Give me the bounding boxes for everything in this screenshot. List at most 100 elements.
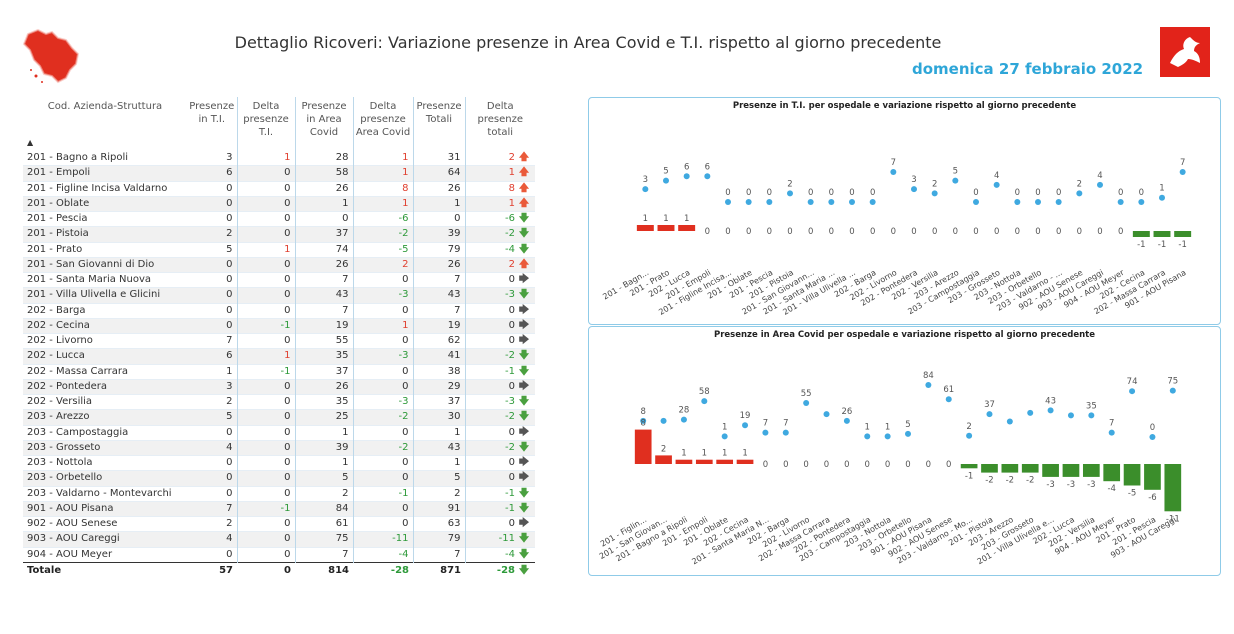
- table-row[interactable]: 201 - San Giovanni di Dio 0 0 26 2 26 2 🡅: [23, 257, 535, 273]
- table-row[interactable]: 203 - Grosseto 4 0 39 -2 43 -2 🡇: [23, 440, 535, 456]
- table-row[interactable]: 203 - Arezzo 5 0 25 -2 30 -2 🡇: [23, 409, 535, 425]
- table-row[interactable]: 202 - Livorno 7 0 55 0 62 0 🡆: [23, 333, 535, 349]
- report-date: domenica 27 febbraio 2022: [912, 60, 1144, 78]
- delta-value-label: -1: [1158, 240, 1166, 250]
- cell-delta-ti: 0: [236, 211, 295, 227]
- cell-delta-ti: -1: [236, 318, 295, 334]
- table-row[interactable]: 201 - Santa Maria Nuova 0 0 7 0 7 0 🡆: [23, 272, 535, 288]
- table-row[interactable]: 903 - AOU Careggi 4 0 75 -11 79 -11 🡇: [23, 531, 535, 547]
- total-delta-covid: -28: [353, 561, 413, 579]
- delta-value-label: -3: [1046, 480, 1054, 490]
- table-row[interactable]: 202 - Cecina 0 -1 19 1 19 0 🡆: [23, 318, 535, 334]
- table-row[interactable]: 202 - Barga 0 0 7 0 7 0 🡆: [23, 303, 535, 319]
- presenze-value-label: 7: [783, 419, 788, 429]
- col-header-delta-covid[interactable]: Delta presenze Area Covid: [352, 97, 413, 151]
- table-row[interactable]: 203 - Nottola 0 0 1 0 1 0 🡆: [23, 455, 535, 471]
- delta-value-label: -5: [1128, 489, 1136, 499]
- arrow-down-icon: 🡇: [518, 564, 530, 576]
- cell-struttura: 203 - Grosseto: [23, 440, 187, 456]
- cell-delta-totali: -2 🡇: [464, 226, 535, 242]
- col-header-presenze-totali[interactable]: Presenze Totali: [412, 97, 465, 151]
- arrow-down-icon: 🡇: [518, 533, 530, 545]
- delta-value-label: 0: [705, 227, 710, 237]
- table-row[interactable]: 203 - Orbetello 0 0 5 0 5 0 🡆: [23, 470, 535, 486]
- delta-bar-negative: [1103, 464, 1121, 482]
- presenze-point: [1117, 199, 1124, 205]
- col-header-presenze-ti[interactable]: Presenze in T.I.: [189, 101, 235, 125]
- cell-presenze-totali: 38: [412, 364, 465, 380]
- cell-delta-covid: -3: [352, 348, 413, 364]
- cell-presenze-covid: 58: [294, 165, 353, 181]
- table-row[interactable]: 201 - Empoli 6 0 58 1 64 1 🡅: [23, 165, 535, 181]
- table-row[interactable]: 904 - AOU Meyer 0 0 7 -4 7 -4 🡇: [23, 547, 535, 563]
- delta-bar-positive: [655, 455, 672, 464]
- presenze-point: [1047, 407, 1054, 414]
- col-header-delta-ti[interactable]: Delta presenze T.I.: [236, 97, 295, 151]
- cell-presenze-covid: 35: [294, 348, 353, 364]
- presenze-value-label: 0: [808, 188, 813, 198]
- presenze-point: [925, 382, 932, 388]
- arrow-right-icon: 🡆: [518, 380, 530, 392]
- cell-presenze-ti: 3: [187, 379, 237, 395]
- arrow-down-icon: 🡇: [518, 487, 530, 499]
- cell-delta-covid: 1: [352, 318, 413, 334]
- table-row[interactable]: 201 - Villa Ulivella e Glicini 0 0 43 -3 43 -3…: [23, 287, 535, 303]
- table-row[interactable]: 201 - Bagno a Ripoli 3 1 28 1 31 2 🡅: [23, 151, 535, 166]
- delta-value-label: -3: [1087, 480, 1095, 490]
- delta-value-label: -4: [1107, 484, 1115, 494]
- col-header-presenze-covid[interactable]: Presenze in Area Covid: [294, 97, 353, 151]
- cell-presenze-covid: 1: [294, 455, 353, 471]
- table-row[interactable]: 202 - Lucca 6 1 35 -3 41 -2 🡇: [23, 348, 535, 364]
- delta-bar-negative: [1001, 464, 1019, 473]
- ti-chart-title: Presenze in T.I. per ospedale e variazio…: [732, 101, 1077, 111]
- cell-delta-totali: 0 🡆: [464, 318, 535, 334]
- cell-presenze-ti: 2: [226, 518, 233, 530]
- delta-value-label: 1: [722, 449, 727, 459]
- cell-struttura: 201 - Empoli: [23, 165, 187, 181]
- table-row[interactable]: 202 - Versilia 2 0 35 -3 37 -3 🡇: [23, 394, 535, 410]
- presenze-point: [680, 416, 687, 423]
- table-row[interactable]: 201 - Prato 5 1 74 -5 79 -4 🡇: [23, 242, 535, 258]
- table-row[interactable]: 201 - Pescia 0 0 0 -6 0 -6 🡇: [23, 211, 535, 227]
- table-row[interactable]: 201 - Figline Incisa Valdarno 0 0 26 8 26 8 🡅: [23, 181, 535, 197]
- cell-delta-covid: -3: [352, 287, 413, 303]
- delta-value-label: 0: [911, 227, 916, 237]
- cell-presenze-ti: 0: [187, 287, 237, 303]
- presenze-point: [986, 411, 993, 418]
- table-row[interactable]: 202 - Massa Carrara 1 -1 37 0 38 -1 🡇: [23, 364, 535, 380]
- table-row[interactable]: 202 - Pontedera 3 0 26 0 29 0 🡆: [23, 379, 535, 395]
- col-header-struttura[interactable]: Cod. Azienda-Struttura ▲: [27, 101, 163, 147]
- arrow-up-icon: 🡅: [518, 258, 530, 270]
- presenze-value-label: 2: [787, 179, 792, 189]
- cell-delta-ti: -1: [236, 364, 295, 380]
- cell-presenze-totali: 1: [412, 196, 465, 212]
- table-row[interactable]: 203 - Campostaggia 0 0 1 0 1 0 🡆: [23, 425, 535, 441]
- presenze-value-label: 5: [663, 167, 668, 177]
- presenze-point: [721, 433, 728, 440]
- cell-struttura: 201 - Villa Ulivella e Glicini: [23, 287, 187, 303]
- cell-presenze-totali: 62: [412, 333, 465, 349]
- cell-presenze-ti: 0: [187, 318, 237, 334]
- table-row[interactable]: 201 - Oblate 0 0 1 1 1 1 🡅: [23, 196, 535, 212]
- table-row[interactable]: 201 - Pistoia 2 0 37 -2 39 -2 🡇: [23, 226, 535, 242]
- table-row[interactable]: 901 - AOU Pisana 7 -1 84 0 91 -1 🡇: [23, 501, 535, 517]
- cell-delta-ti: 0: [236, 486, 295, 502]
- presenze-point: [660, 417, 667, 424]
- covid-chart-title: Presenze in Area Covid per ospedale e va…: [714, 330, 1095, 340]
- cell-delta-totali: -2 🡇: [464, 348, 535, 364]
- presenze-value-label: 5: [905, 420, 910, 430]
- table-row[interactable]: 902 - AOU Senese 2 0 61 0 63 0 🡆: [23, 516, 535, 532]
- cell-delta-totali: -1 🡇: [464, 364, 535, 380]
- total-label: Totale: [23, 561, 187, 579]
- arrow-down-icon: 🡇: [518, 350, 530, 362]
- presenze-value-label: 0: [1035, 188, 1040, 198]
- cell-presenze-ti: 0: [226, 457, 233, 469]
- cell-struttura: 202 - Cecina: [23, 318, 187, 334]
- table-row[interactable]: 203 - Valdarno - Montevarchi 0 0 2 -1 2 -1 🡇: [23, 486, 535, 502]
- sort-ascending-icon[interactable]: ▲: [27, 138, 34, 147]
- total-delta-ti: 0: [237, 561, 295, 579]
- presenze-point: [745, 199, 752, 205]
- col-header-delta-totali[interactable]: Delta presenze totali: [464, 97, 535, 151]
